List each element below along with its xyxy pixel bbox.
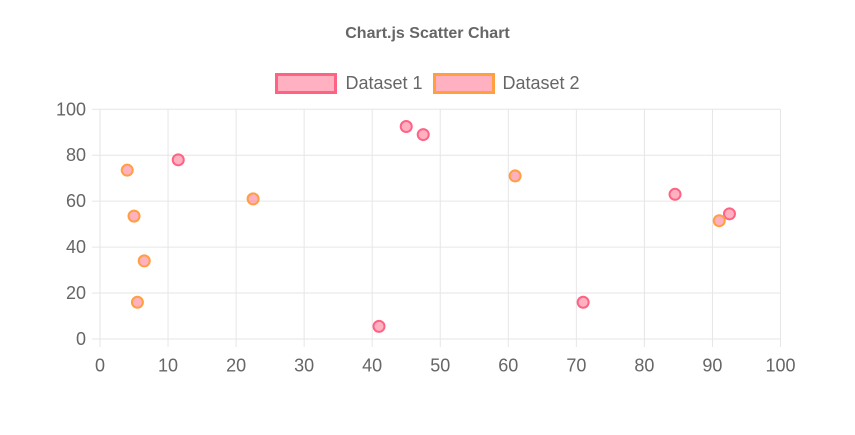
- x-tick-label: 30: [294, 356, 314, 376]
- y-tick-label: 100: [56, 99, 86, 119]
- data-point-dataset-2[interactable]: [137, 254, 151, 268]
- x-tick-label: 70: [566, 356, 586, 376]
- y-tick-label: 60: [66, 191, 86, 211]
- chart-legend: Dataset 1 Dataset 2: [0, 73, 855, 94]
- x-tick-label: 90: [702, 356, 722, 376]
- legend-swatch-dataset-2-icon: [432, 73, 495, 94]
- data-point-dataset-1[interactable]: [722, 207, 736, 221]
- legend-label-dataset-1: Dataset 1: [345, 73, 423, 93]
- chart-title: Chart.js Scatter Chart: [345, 25, 510, 42]
- data-point-dataset-1[interactable]: [399, 120, 413, 134]
- data-point-dataset-1[interactable]: [576, 295, 590, 309]
- x-tick-label: 80: [634, 356, 654, 376]
- data-point-dataset-2[interactable]: [120, 163, 134, 177]
- legend-item-dataset-1[interactable]: Dataset 1: [275, 73, 423, 94]
- data-point-dataset-2[interactable]: [246, 192, 260, 206]
- y-tick-label: 20: [66, 283, 86, 303]
- data-point-dataset-2[interactable]: [130, 295, 144, 309]
- y-tick-label: 0: [76, 329, 86, 349]
- x-tick-label: 20: [226, 356, 246, 376]
- y-tick-label: 80: [66, 145, 86, 165]
- legend-label-dataset-2: Dataset 2: [502, 73, 580, 93]
- y-tick-label: 40: [66, 237, 86, 257]
- legend-swatch-dataset-1-icon: [275, 73, 338, 94]
- data-point-dataset-2[interactable]: [508, 169, 522, 183]
- data-point-dataset-1[interactable]: [416, 128, 430, 142]
- data-point-dataset-2[interactable]: [712, 214, 726, 228]
- data-point-dataset-2[interactable]: [127, 209, 141, 223]
- data-point-dataset-1[interactable]: [372, 319, 386, 333]
- x-tick-label: 100: [765, 356, 795, 376]
- data-point-dataset-1[interactable]: [171, 153, 185, 167]
- x-tick-label: 10: [158, 356, 178, 376]
- x-tick-label: 40: [362, 356, 382, 376]
- x-tick-label: 50: [430, 356, 450, 376]
- data-point-dataset-1[interactable]: [668, 187, 682, 201]
- x-tick-label: 60: [498, 356, 518, 376]
- x-tick-label: 0: [95, 356, 105, 376]
- legend-item-dataset-2[interactable]: Dataset 2: [432, 73, 580, 94]
